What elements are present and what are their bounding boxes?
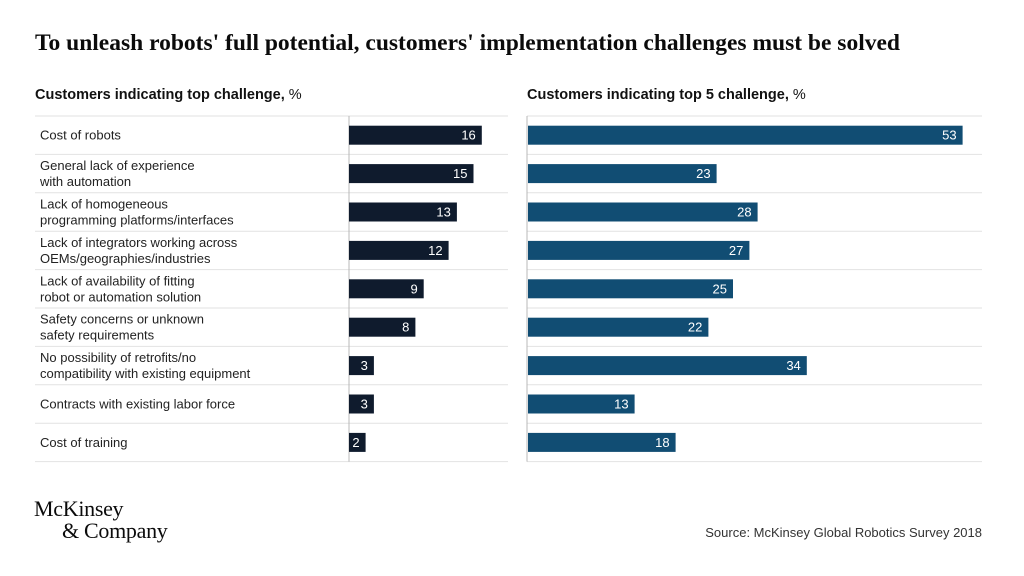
source-note: Source: McKinsey Global Robotics Survey … (705, 525, 982, 540)
left-bar-value: 3 (361, 358, 368, 373)
right-bar-value: 34 (786, 358, 800, 373)
right-bar-value: 23 (696, 166, 710, 181)
right-bar-value: 18 (655, 435, 669, 450)
right-bar (528, 240, 750, 260)
left-bar-value: 13 (436, 205, 450, 220)
right-bar (528, 394, 635, 414)
chart-title: To unleash robots' full potential, custo… (35, 30, 900, 56)
left-bar-value: 12 (428, 243, 442, 258)
left-bar (349, 279, 424, 299)
left-bar (349, 432, 366, 452)
right-panel-title-text: Customers indicating top 5 challenge, (527, 87, 789, 103)
category-label: Cost of robots (40, 128, 121, 143)
left-panel-unit: % (288, 87, 302, 103)
left-bar (349, 356, 374, 376)
category-label: Lack of homogeneous programming platforms… (40, 197, 234, 228)
right-bar (528, 202, 758, 222)
right-bar-value: 25 (713, 281, 727, 296)
right-bar-value: 28 (737, 205, 751, 220)
category-label: No possibility of retrofits/no compatibil… (40, 350, 251, 381)
right-panel-unit: % (792, 87, 806, 103)
left-bar-value: 9 (410, 281, 417, 296)
right-bar (528, 125, 963, 145)
right-bar-value: 53 (942, 128, 956, 143)
left-bar-value: 16 (461, 128, 475, 143)
left-bar-value: 15 (453, 166, 467, 181)
right-bar (528, 164, 717, 184)
right-bar-value: 27 (729, 243, 743, 258)
left-bar (349, 394, 374, 414)
logo-line-1: McKinsey (34, 496, 124, 521)
category-label: Lack of integrators working across OEMs/g… (40, 235, 238, 266)
right-bar-value: 22 (688, 320, 702, 335)
right-bar (528, 356, 807, 376)
logo-line-2: & Company (62, 518, 168, 543)
right-panel-title: Customers indicating top 5 challenge, % (527, 87, 806, 103)
right-bar (528, 432, 676, 452)
left-bar (349, 317, 416, 337)
left-bar (349, 125, 482, 145)
left-panel-title-text: Customers indicating top challenge, (35, 87, 285, 103)
left-bar-value: 8 (402, 320, 409, 335)
left-bar-value: 2 (352, 435, 359, 450)
left-bar (349, 202, 457, 222)
category-label: Lack of availability of fitting robot or … (40, 273, 201, 304)
right-bar (528, 317, 709, 337)
category-label: Cost of training (40, 435, 127, 450)
right-bar (528, 279, 733, 299)
right-bar-value: 13 (614, 397, 628, 412)
left-panel-title: Customers indicating top challenge, % (35, 87, 302, 103)
left-bar-value: 3 (361, 397, 368, 412)
category-label: Safety concerns or unknown safety require… (40, 312, 204, 343)
left-bar (349, 164, 474, 184)
mckinsey-logo: McKinsey & Company (34, 496, 168, 543)
left-bar (349, 240, 449, 260)
category-label: General lack of experience with automatio… (39, 158, 195, 189)
category-label: Contracts with existing labor force (40, 397, 235, 412)
